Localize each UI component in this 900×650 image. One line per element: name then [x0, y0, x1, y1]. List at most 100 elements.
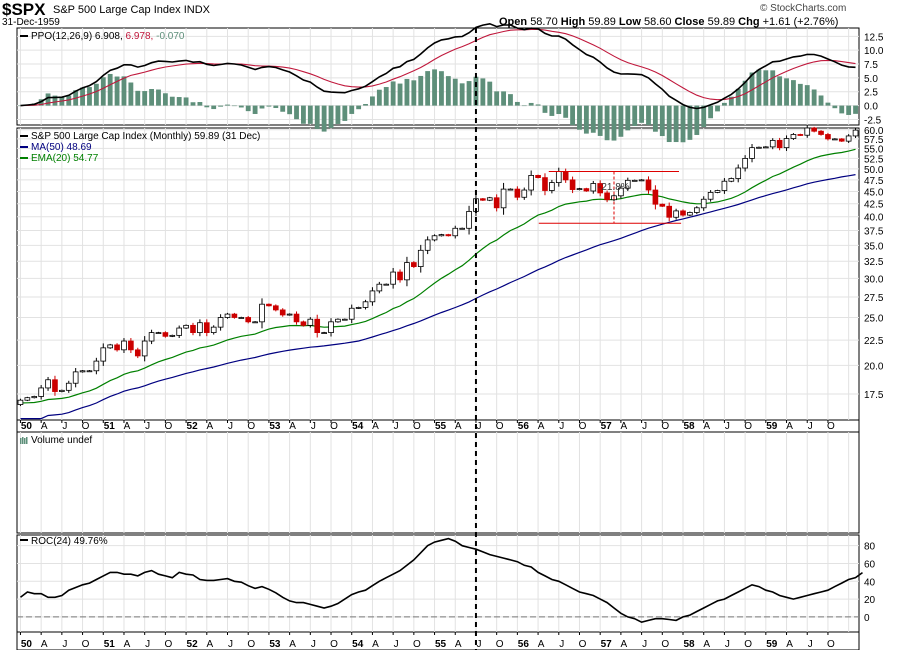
ppo-histogram-bar — [439, 71, 444, 106]
roc-tick-label: 20 — [864, 595, 876, 606]
candle-body — [224, 313, 231, 318]
ppo-histogram-bar — [121, 76, 127, 106]
x-tick-label: O — [164, 639, 172, 650]
ppo-histogram-bar — [18, 105, 23, 107]
ppo-histogram-bar — [287, 105, 293, 115]
candle-body — [680, 210, 686, 216]
ppo-histogram-bar — [763, 70, 769, 106]
candle-body — [238, 317, 245, 319]
ppo-histogram-bar — [425, 71, 431, 106]
volume-legend-icon — [24, 438, 26, 444]
candle-body — [390, 271, 396, 285]
ppo-line — [20, 22, 856, 110]
candle-body — [203, 322, 210, 333]
price-tick-label: 55.0 — [864, 144, 884, 155]
x-tick-label: J — [228, 639, 233, 650]
ppo-histogram-bar — [45, 93, 51, 106]
ppo-histogram-bar — [853, 105, 858, 114]
ppo-histogram-bar — [66, 95, 72, 106]
ohlc-summary: Open 58.70 High 59.89 Low 58.60 Close 59… — [499, 16, 838, 28]
candle-body — [604, 192, 610, 201]
candle-body — [355, 307, 362, 309]
ppo-histogram-bar — [128, 82, 134, 106]
candle-body — [624, 179, 631, 189]
brand-label[interactable]: © StockCharts.com — [760, 3, 847, 14]
x-tick-label: J — [311, 639, 316, 650]
ppo-histogram-bar — [307, 105, 313, 124]
candle-body — [763, 146, 769, 149]
roc-tick-label: 80 — [864, 542, 876, 553]
ma50-legend-label: MA(50) 48.69 — [31, 142, 92, 153]
ppo-histogram-bar — [694, 105, 700, 135]
ppo-histogram-bar — [521, 105, 527, 107]
candle-body — [197, 322, 203, 333]
ppo-histogram-bar — [321, 105, 327, 132]
candle-body — [114, 344, 120, 351]
ppo-histogram-bar — [190, 102, 196, 106]
candle-body — [148, 332, 155, 342]
candle-body — [24, 397, 31, 401]
price-tick-label: 40.0 — [864, 213, 884, 224]
candle-body — [852, 129, 859, 137]
candle-body — [59, 389, 65, 392]
volume-legend-icon — [20, 438, 22, 444]
ppo-histogram-bar — [749, 72, 755, 106]
x-tick-label: J — [642, 639, 647, 650]
ppo-histogram-bar — [432, 69, 437, 106]
candle-body — [65, 382, 72, 391]
ppo-tick-label: 5.0 — [864, 74, 878, 85]
ppo-histogram-bar — [839, 105, 845, 114]
ppo-histogram-bar — [494, 91, 500, 106]
ppo-tick-label: 2.5 — [864, 88, 878, 99]
ppo-histogram-bar — [583, 105, 589, 134]
x-tick-label: J — [725, 639, 730, 650]
x-tick-label: A — [206, 421, 213, 432]
ppo-histogram-bar — [376, 89, 382, 106]
ppo-histogram-bar — [528, 102, 534, 106]
candle-body — [38, 387, 44, 397]
ppo-histogram-bar — [197, 102, 203, 106]
price-tick-label: 37.5 — [864, 227, 884, 238]
ppo-histogram-bar — [335, 105, 341, 124]
candle-body — [134, 349, 141, 357]
x-tick-label: 59 — [766, 639, 778, 650]
candle-body — [459, 227, 465, 230]
x-tick-label: A — [703, 639, 710, 650]
x-tick-label: A — [455, 421, 462, 432]
candle-body — [735, 167, 742, 179]
x-tick-label: 51 — [104, 639, 116, 650]
candle-body — [576, 188, 583, 191]
ppo-histogram-bar — [777, 76, 783, 106]
ppo-histogram-bar — [570, 105, 575, 126]
ppo-histogram-bar — [625, 105, 631, 131]
x-tick-label: O — [413, 639, 421, 650]
x-tick-label: A — [621, 421, 628, 432]
ppo-histogram-bar — [156, 89, 161, 106]
price-panel — [16, 127, 860, 421]
roc-line — [20, 537, 863, 624]
ppo-histogram-bar — [577, 105, 582, 130]
price-tick-label: 47.5 — [864, 176, 884, 187]
ppo-histogram-bar — [183, 97, 189, 106]
high-label: High — [560, 16, 586, 28]
candle-body — [845, 135, 852, 142]
ppo-histogram-bar — [701, 105, 707, 128]
candle-body — [562, 171, 569, 181]
ppo-histogram-bar — [107, 73, 113, 106]
candle-body — [466, 211, 472, 229]
ppo-histogram-bar — [632, 105, 638, 126]
x-tick-label: J — [642, 421, 647, 432]
candle-body — [190, 324, 196, 333]
candle-body — [279, 309, 286, 316]
candle-body — [121, 340, 127, 351]
candle-body — [217, 317, 224, 328]
candle-body — [266, 303, 272, 307]
ppo-legend-label: PPO(12,26,9) — [31, 31, 95, 42]
x-tick-label: 58 — [683, 639, 695, 650]
candle-body — [804, 127, 811, 136]
ppo-histogram-bar — [349, 105, 355, 114]
candle-body — [535, 175, 541, 179]
ppo-histogram-bar — [639, 105, 645, 123]
candle-body — [183, 324, 189, 329]
